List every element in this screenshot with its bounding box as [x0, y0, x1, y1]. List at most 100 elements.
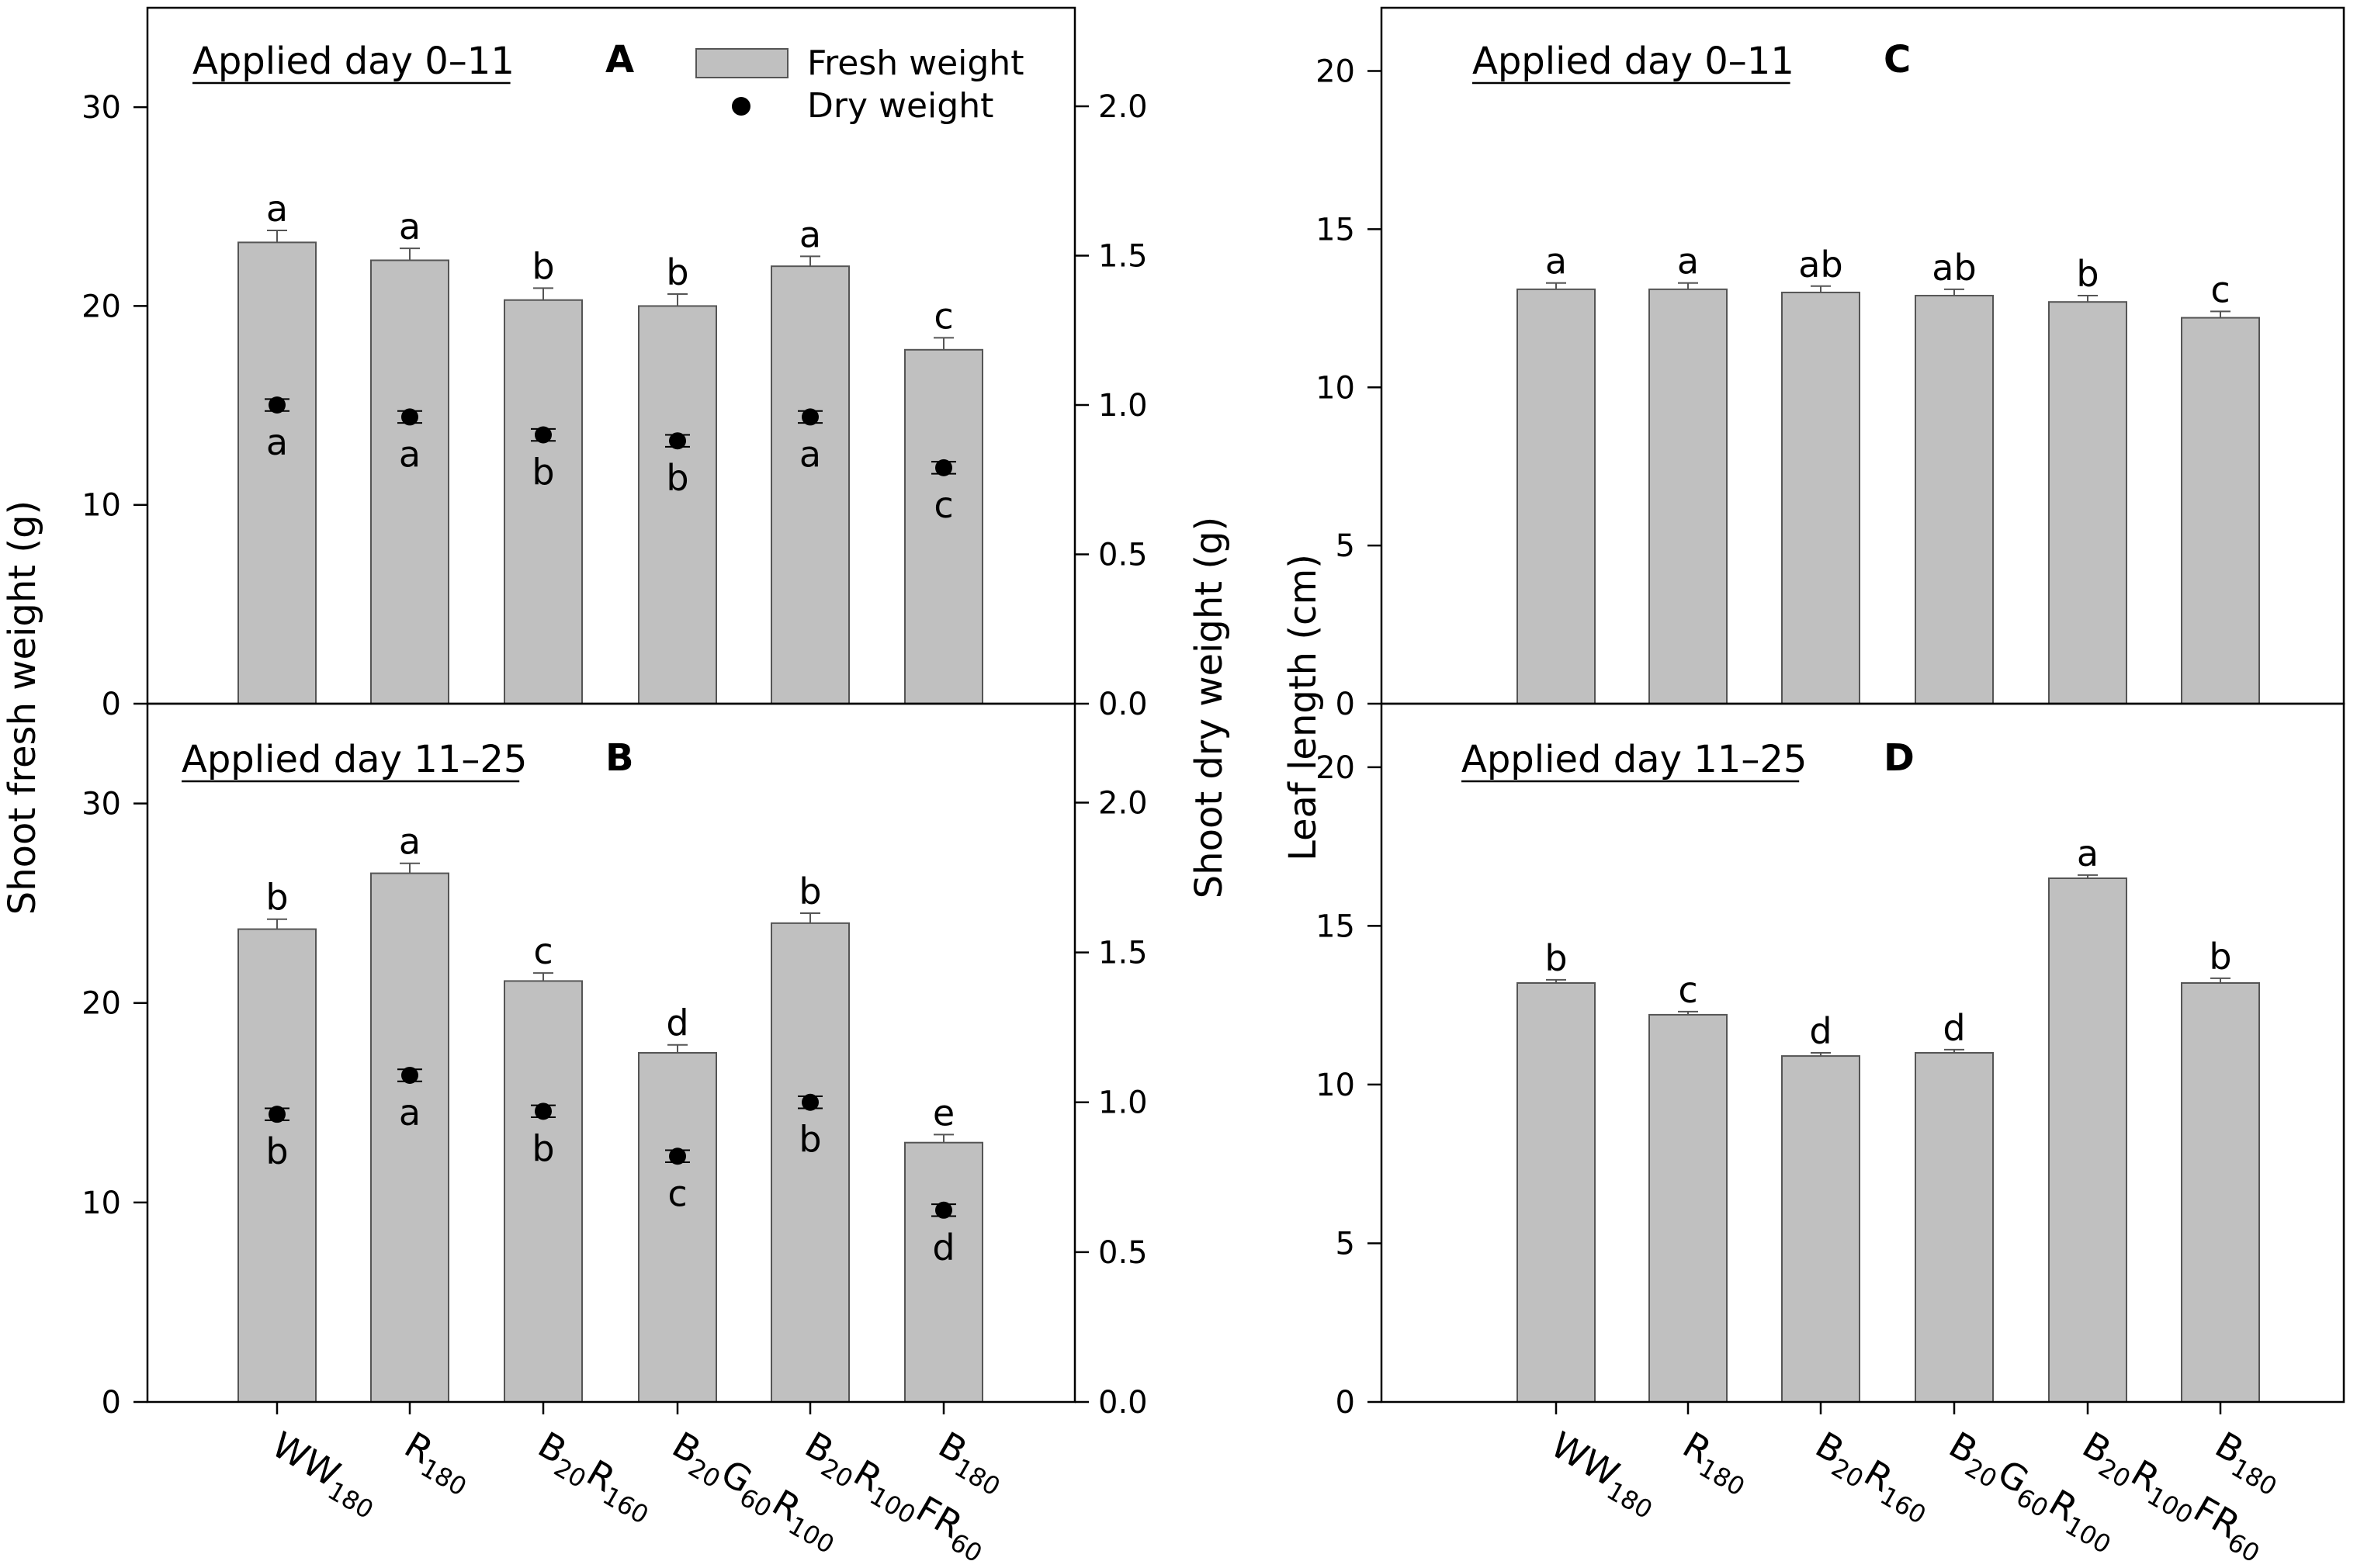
dot-letter: a: [266, 421, 288, 463]
y-tick-label: 5: [1336, 1226, 1355, 1262]
dry-weight-point: [535, 426, 552, 444]
bar-letter: d: [666, 1002, 688, 1044]
y-tick-label: 10: [1315, 370, 1355, 406]
y-tick-label: 10: [1315, 1068, 1355, 1103]
bar-letter: b: [2076, 253, 2099, 295]
bar-letter: d: [1943, 1007, 1965, 1049]
bar: [904, 348, 983, 704]
y2-tick-label: 1.5: [1098, 936, 1148, 971]
y2-tick-label: 2.0: [1098, 89, 1148, 125]
dry-weight-point: [401, 408, 418, 426]
bar-letter: a: [2077, 832, 2099, 874]
y2-tick-label: 0.5: [1098, 1235, 1148, 1271]
bar: [771, 922, 850, 1404]
bar: [1516, 982, 1596, 1403]
bar: [2181, 982, 2260, 1403]
bar: [2181, 317, 2260, 704]
bar: [1648, 288, 1728, 704]
bar: [638, 305, 717, 704]
panel-title: Applied day 11–25: [182, 738, 527, 781]
panel-C: a a ab ab b c 0 5 10 15 20 Applied day 0–11 C: [1315, 6, 2345, 722]
bar-letter: a: [399, 821, 421, 863]
panel-A: a a b b a c a a b b a c 0 10 20 30 0.0 0.5 1.0 1.5 2.0 Applie…: [81, 6, 1148, 722]
bar-letter: c: [934, 295, 953, 337]
dot-letter: b: [799, 1119, 821, 1161]
bar-letter: b: [799, 871, 821, 912]
x-category-label-left: WW180: [262, 1424, 388, 1525]
bar-letter: d: [1809, 1010, 1832, 1052]
bar-letter: c: [533, 930, 553, 972]
dry-weight-point: [802, 1093, 819, 1111]
y2-tick-label: 1.5: [1098, 239, 1148, 275]
bar-letter: a: [1545, 241, 1567, 282]
bar: [2048, 301, 2127, 705]
dot-letter: a: [799, 433, 821, 475]
bar: [904, 1141, 983, 1403]
legend-swatch-dry: [732, 97, 750, 116]
dot-letter: a: [399, 1092, 421, 1134]
bar-letter: c: [1678, 969, 1697, 1011]
dry-weight-point: [669, 1147, 686, 1165]
dry-weight-point: [269, 396, 286, 414]
panel-label: D: [1884, 736, 1915, 780]
bar-letter: a: [799, 213, 821, 255]
dry-weight-point: [935, 1201, 952, 1219]
panel-label: A: [605, 38, 634, 81]
bar: [771, 265, 850, 704]
y-tick-label: 15: [1315, 212, 1355, 247]
x-category-label-right: R180: [1672, 1424, 1759, 1502]
y-tick-label: 30: [81, 90, 121, 126]
y-tick-label: 0: [102, 687, 121, 722]
y-tick-label: 20: [81, 289, 121, 324]
panel-label: C: [1884, 38, 1911, 81]
y-tick-label: 20: [1315, 54, 1355, 90]
panel-title: Applied day 11–25: [1461, 738, 1807, 781]
y-axis-title-dry: Shoot dry weight (g): [1187, 517, 1231, 899]
y-axis-title-leaf: Leaf length (cm): [1281, 554, 1325, 861]
y-axis-title-fresh: Shoot fresh weight (g): [1, 500, 44, 916]
x-category-label-right: B20R160: [1805, 1424, 1941, 1530]
x-category-label-right: B180: [2205, 1424, 2292, 1502]
bar: [370, 872, 449, 1403]
legend-swatch-fresh: [695, 48, 789, 78]
bar-letter: ab: [1798, 244, 1842, 286]
bar: [1781, 1055, 1860, 1404]
panel-D: b c d d a b 0 5 10 15 20 Applied day 11–25 D: [1315, 702, 2345, 1421]
dry-weight-point: [401, 1066, 418, 1084]
panel-B: b a c d b e b a b c b d 0 10 20 30 0.0 0.5 1.0 1.5 2.0 Applie…: [81, 702, 1148, 1421]
bar-letter: e: [933, 1092, 955, 1134]
bar-letter: a: [1677, 241, 1699, 282]
y2-tick-label: 2.0: [1098, 785, 1148, 821]
y-tick-label: 5: [1336, 528, 1355, 564]
bar-letter: b: [1544, 937, 1567, 979]
dry-weight-point: [535, 1102, 552, 1120]
bar-letter: b: [532, 245, 554, 287]
legend-label-dry: Dry weight: [807, 86, 993, 126]
dry-weight-point: [802, 408, 819, 426]
bar-letter: b: [265, 877, 288, 919]
x-category-label-left: B20R160: [528, 1424, 664, 1530]
x-category-label-left: B180: [928, 1424, 1015, 1502]
y2-tick-label: 1.0: [1098, 1085, 1148, 1121]
y2-tick-label: 1.0: [1098, 388, 1148, 424]
panel-title: Applied day 0–11: [1472, 40, 1794, 83]
bar: [237, 928, 317, 1403]
bar: [1781, 291, 1860, 705]
panel-title: Applied day 0–11: [192, 40, 515, 83]
plot-frame: [1380, 702, 2345, 1404]
y-tick-label: 10: [81, 488, 121, 524]
x-category-label-right: WW180: [1541, 1424, 1667, 1525]
bar-letter: b: [2209, 936, 2231, 978]
bar: [1915, 1052, 1994, 1403]
bar: [1648, 1013, 1728, 1403]
y-tick-label: 15: [1315, 909, 1355, 944]
legend-label-fresh: Fresh weight: [807, 43, 1024, 83]
panel-label: B: [605, 736, 634, 780]
dot-letter: b: [265, 1130, 288, 1172]
y-tick-label: 20: [1315, 750, 1355, 786]
plot-frame: [146, 702, 1076, 1404]
dot-letter: b: [532, 452, 554, 493]
bar: [1915, 295, 1994, 705]
bar: [237, 241, 317, 705]
